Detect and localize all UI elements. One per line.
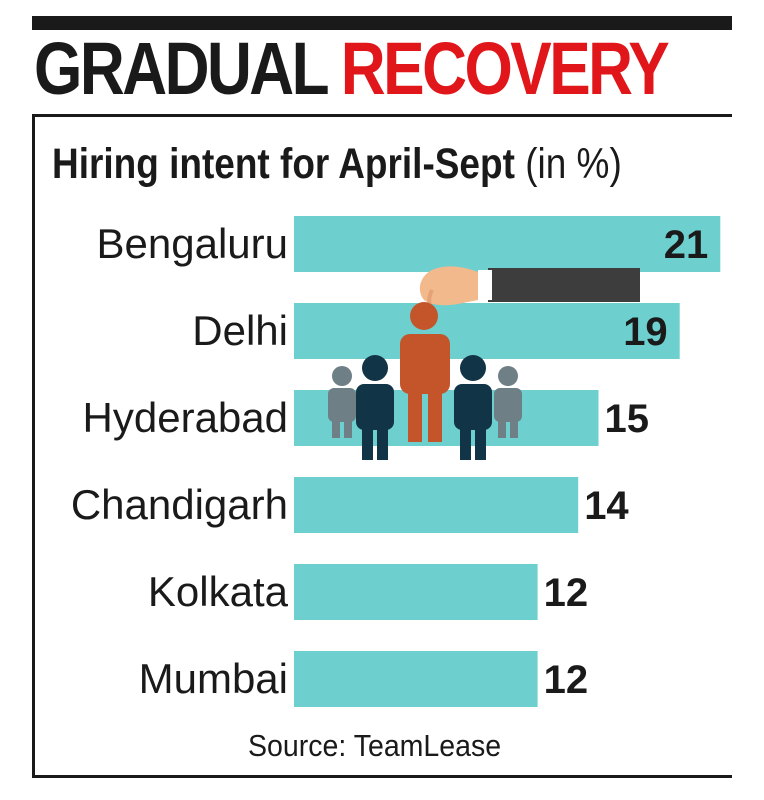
value-label-delhi: 19 <box>623 310 668 354</box>
source-note: Source: TeamLease <box>248 728 502 763</box>
hand-picking-person-icon <box>328 266 640 460</box>
category-label-hyderabad: Hyderabad <box>83 394 288 441</box>
category-label-mumbai: Mumbai <box>139 655 288 702</box>
bars-group: Bengaluru 21 Delhi 19 Hyderabad 15 Chandigarh 1… <box>71 216 721 707</box>
chart-title-text: Hiring intent for April-Sept <box>52 140 515 188</box>
chart-unit-label: (in %) <box>525 140 622 188</box>
value-label-mumbai: 12 <box>544 658 589 702</box>
headline-part1: GRADUAL <box>34 27 329 110</box>
value-label-chandigarh: 14 <box>584 484 629 528</box>
bar-kolkata <box>294 564 538 620</box>
category-label-kolkata: Kolkata <box>148 568 289 615</box>
headline-part2: RECOVERY <box>340 27 670 110</box>
bar-chandigarh <box>294 477 579 533</box>
category-label-chandigarh: Chandigarh <box>71 481 288 528</box>
value-label-bengaluru: 21 <box>664 223 709 267</box>
value-label-hyderabad: 15 <box>605 397 650 441</box>
top-rule <box>32 16 732 30</box>
bar-mumbai <box>294 651 538 707</box>
bar-bengaluru <box>294 216 721 272</box>
headline: GRADUAL RECOVERY <box>34 26 670 114</box>
chart-title: Hiring intent for April-Sept (in %) <box>52 140 622 189</box>
category-label-bengaluru: Bengaluru <box>97 220 288 267</box>
category-label-delhi: Delhi <box>192 307 288 354</box>
chart-frame <box>32 114 732 778</box>
value-label-kolkata: 12 <box>544 571 589 615</box>
bar-delhi <box>294 303 680 359</box>
